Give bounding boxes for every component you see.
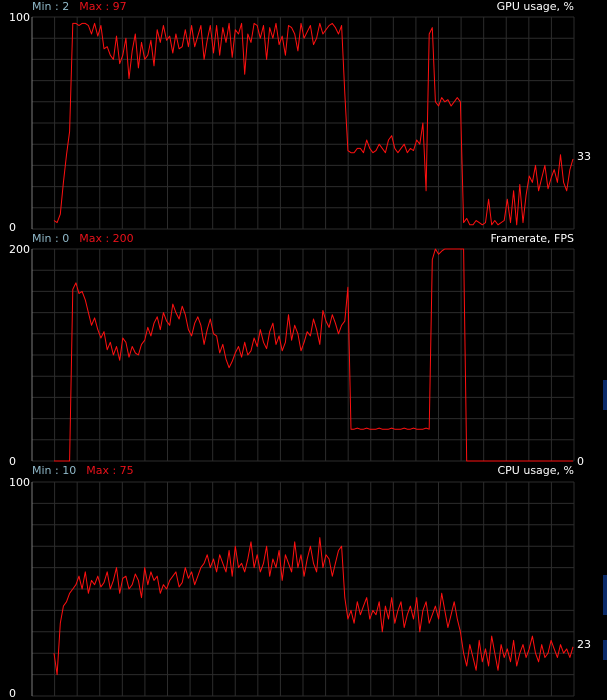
- framerate-header: Min : 0 Max : 200 Framerate, FPS: [0, 232, 607, 246]
- framerate-minmax: Min : 0 Max : 200: [32, 232, 134, 245]
- cpu-usage-ymin-label: 0: [9, 687, 16, 700]
- gpu-usage-max-label: Max : 97: [79, 0, 127, 13]
- cpu-usage-title: CPU usage, %: [497, 464, 574, 477]
- cpu-usage-header: Min : 10 Max : 75 CPU usage, %: [0, 464, 607, 478]
- series-line: [53, 22, 574, 226]
- framerate-ymax-label: 200: [9, 243, 30, 256]
- framerate-ymin-label: 0: [9, 455, 16, 468]
- series-line: [54, 248, 573, 462]
- cpu-usage-chart: [31, 481, 575, 697]
- window-edge-strip: [603, 380, 607, 410]
- window-edge-strip: [603, 575, 607, 615]
- gpu-usage-title: GPU usage, %: [496, 0, 574, 13]
- gpu-usage-minmax: Min : 2 Max : 97: [32, 0, 127, 13]
- cpu-usage-current-value: 23: [577, 638, 591, 651]
- series-line: [53, 537, 574, 676]
- gpu-usage-min-label: Min : 2: [32, 0, 70, 13]
- framerate-max-label: Max : 200: [79, 232, 134, 245]
- cpu-usage-minmax: Min : 10 Max : 75: [32, 464, 134, 477]
- cpu-usage-ymax-label: 100: [9, 476, 30, 489]
- cpu-usage-max-label: Max : 75: [86, 464, 134, 477]
- gpu-usage-ymax-label: 100: [9, 11, 30, 24]
- gpu-usage-chart: [31, 16, 575, 230]
- framerate-title: Framerate, FPS: [490, 232, 574, 245]
- framerate-panel: Min : 0 Max : 200 Framerate, FPS 200 0 0: [0, 232, 607, 468]
- cpu-usage-panel: Min : 10 Max : 75 CPU usage, % 100 0 23: [0, 464, 607, 700]
- gpu-usage-current-value: 33: [577, 150, 591, 163]
- framerate-current-value: 0: [577, 455, 584, 468]
- framerate-min-label: Min : 0: [32, 232, 70, 245]
- window-edge-strip: [603, 640, 607, 660]
- gpu-usage-ymin-label: 0: [9, 221, 16, 234]
- gpu-usage-header: Min : 2 Max : 97 GPU usage, %: [0, 0, 607, 14]
- gpu-usage-panel: Min : 2 Max : 97 GPU usage, % 100 0 33: [0, 0, 607, 234]
- cpu-usage-min-label: Min : 10: [32, 464, 77, 477]
- framerate-chart: [31, 248, 575, 462]
